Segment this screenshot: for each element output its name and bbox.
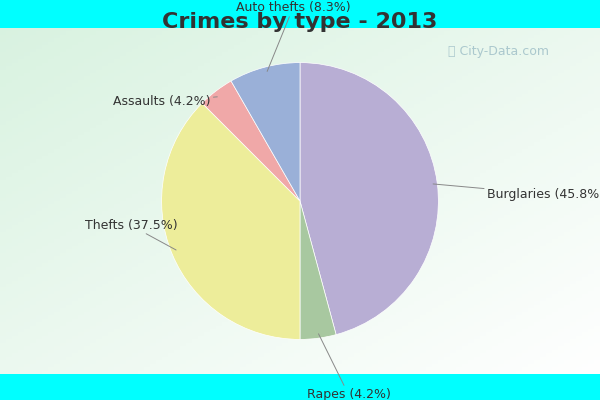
Wedge shape: [300, 63, 439, 335]
Text: Rapes (4.2%): Rapes (4.2%): [307, 334, 391, 400]
Text: Burglaries (45.8%): Burglaries (45.8%): [433, 184, 600, 200]
Text: ⓘ City-Data.com: ⓘ City-Data.com: [448, 46, 548, 58]
Wedge shape: [300, 201, 336, 339]
Text: Thefts (37.5%): Thefts (37.5%): [85, 220, 178, 250]
Text: Auto thefts (8.3%): Auto thefts (8.3%): [236, 1, 350, 71]
Text: Crimes by type - 2013: Crimes by type - 2013: [163, 12, 437, 32]
Text: Assaults (4.2%): Assaults (4.2%): [113, 95, 217, 108]
Wedge shape: [161, 103, 300, 339]
Wedge shape: [202, 81, 300, 201]
Wedge shape: [231, 63, 300, 201]
